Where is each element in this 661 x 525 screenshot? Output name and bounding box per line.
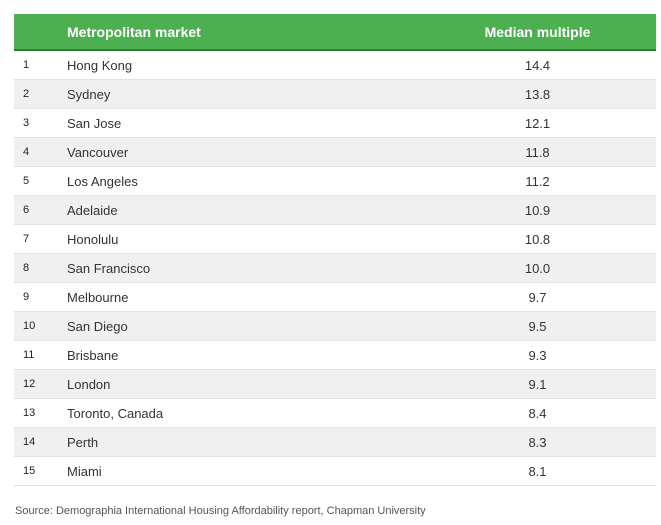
market-cell: Sydney <box>67 86 111 102</box>
median-multiple-cell: 12.1 <box>524 115 551 131</box>
median-multiple-cell: 8.1 <box>528 463 547 479</box>
rank-cell: 15 <box>23 465 36 477</box>
data-table: Metropolitan market Median multiple 1 Hon… <box>14 14 656 486</box>
market-cell: San Jose <box>67 115 122 131</box>
table-row: 10 San Diego 9.5 <box>14 312 656 341</box>
rank-cell: 7 <box>23 233 30 245</box>
market-cell: Perth <box>67 434 99 450</box>
market-cell: Adelaide <box>67 202 118 218</box>
rank-cell: 5 <box>23 175 30 187</box>
table-row: 13 Toronto, Canada 8.4 <box>14 399 656 428</box>
table-row: 4 Vancouver 11.8 <box>14 138 656 167</box>
median-multiple-cell: 9.1 <box>528 376 547 392</box>
rank-cell: 3 <box>23 117 30 129</box>
rank-cell: 11 <box>23 349 35 361</box>
median-multiple-cell: 8.4 <box>528 405 547 421</box>
market-cell: Vancouver <box>67 144 129 160</box>
table-row: 1 Hong Kong 14.4 <box>14 51 656 80</box>
rank-cell: 10 <box>23 320 36 332</box>
rank-cell: 4 <box>23 146 30 158</box>
median-multiple-cell: 10.8 <box>524 231 551 247</box>
median-multiple-cell: 8.3 <box>528 434 547 450</box>
rank-cell: 2 <box>23 88 30 100</box>
table-row: 7 Honolulu 10.8 <box>14 225 656 254</box>
market-cell: Honolulu <box>67 231 119 247</box>
rank-cell: 13 <box>23 407 36 419</box>
table-row: 14 Perth 8.3 <box>14 428 656 457</box>
market-cell: San Diego <box>67 318 128 334</box>
median-multiple-cell: 14.4 <box>524 57 551 73</box>
table-row: 15 Miami 8.1 <box>14 457 656 486</box>
rank-cell: 9 <box>23 291 30 303</box>
market-cell: London <box>67 376 111 392</box>
rank-cell: 8 <box>23 262 30 274</box>
market-cell: Miami <box>67 463 102 479</box>
rank-cell: 14 <box>23 436 36 448</box>
median-multiple-cell: 10.9 <box>524 202 551 218</box>
rank-cell: 12 <box>23 378 36 390</box>
table-row: 12 London 9.1 <box>14 370 656 399</box>
table-row: 8 San Francisco 10.0 <box>14 254 656 283</box>
market-cell: Melbourne <box>67 289 129 305</box>
table-row: 9 Melbourne 9.7 <box>14 283 656 312</box>
source-note: Source: Demographia International Housin… <box>15 505 426 517</box>
median-multiple-cell: 10.0 <box>524 260 551 276</box>
market-cell: Los Angeles <box>67 173 138 189</box>
market-cell: Toronto, Canada <box>67 405 164 421</box>
table-body: 1 Hong Kong 14.4 2 Sydney 13.8 3 San Jose 12.1 4 V… <box>14 51 656 486</box>
market-cell: Hong Kong <box>67 57 133 73</box>
market-cell: San Francisco <box>67 260 151 276</box>
median-multiple-cell: 9.3 <box>528 347 547 363</box>
table-row: 3 San Jose 12.1 <box>14 109 656 138</box>
rank-cell: 1 <box>23 59 30 71</box>
table-row: 2 Sydney 13.8 <box>14 80 656 109</box>
table-row: 11 Brisbane 9.3 <box>14 341 656 370</box>
median-multiple-cell: 11.8 <box>525 144 550 160</box>
market-cell: Brisbane <box>67 347 119 363</box>
median-multiple-cell: 9.5 <box>528 318 547 334</box>
table-row: 5 Los Angeles 11.2 <box>14 167 656 196</box>
median-multiple-cell: 13.8 <box>524 86 551 102</box>
header-median-multiple: Median multiple <box>484 23 591 40</box>
median-multiple-cell: 11.2 <box>525 173 550 189</box>
header-market: Metropolitan market <box>67 23 201 40</box>
rank-cell: 6 <box>23 204 30 216</box>
table-row: 6 Adelaide 10.9 <box>14 196 656 225</box>
median-multiple-cell: 9.7 <box>528 289 547 305</box>
table-header: Metropolitan market Median multiple <box>14 14 656 51</box>
